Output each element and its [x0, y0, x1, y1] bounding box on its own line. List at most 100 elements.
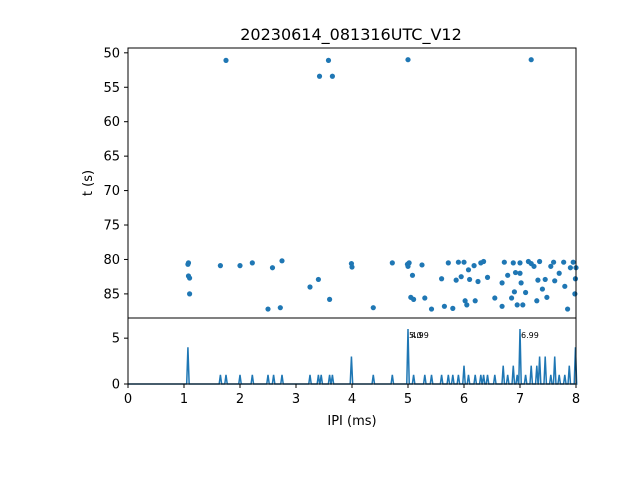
x-tick-label: 0	[124, 392, 132, 407]
x-ticks: 0 1 2 3 4 5 6 7 8	[124, 384, 580, 407]
peak-label: 4.99	[411, 331, 429, 340]
scatter-point	[461, 259, 467, 265]
scatter-point	[419, 262, 425, 268]
scatter-point	[481, 258, 487, 265]
scatter-point	[542, 276, 548, 283]
scatter-point	[570, 259, 576, 265]
scatter-point	[561, 259, 567, 265]
scatter-point	[458, 274, 464, 280]
peak-label: 6.99	[521, 331, 539, 340]
histogram-axes-frame	[127, 317, 577, 385]
bottom-y-ticks: 05	[112, 332, 128, 393]
scatter-point	[450, 305, 456, 311]
scatter-point	[237, 263, 243, 269]
x-tick-label: 1	[180, 392, 188, 407]
scatter-point	[499, 303, 505, 309]
scatter-point	[562, 283, 568, 289]
x-tick-label: 3	[292, 392, 300, 407]
scatter-point	[475, 278, 481, 285]
scatter-point	[518, 280, 524, 286]
scatter-point	[249, 260, 255, 266]
scatter-point	[439, 276, 445, 282]
scatter-point	[520, 302, 526, 308]
x-tick-label: 5	[404, 392, 412, 407]
scatter-point	[405, 57, 411, 63]
scatter-point	[511, 289, 517, 295]
y-tick-label: 0	[112, 378, 120, 393]
y-tick-label: 5	[112, 332, 120, 347]
y-tick-label: 65	[103, 150, 120, 165]
scatter-point	[370, 305, 376, 311]
scatter-point	[505, 272, 511, 278]
scatter-point	[441, 303, 447, 309]
scatter-points	[185, 57, 579, 312]
scatter-point	[269, 265, 276, 271]
scatter-point	[501, 259, 507, 265]
scatter-point	[187, 275, 193, 281]
y-tick-label: 75	[103, 219, 120, 234]
scatter-point	[534, 298, 540, 304]
scatter-point	[411, 296, 417, 302]
y-tick-label: 85	[103, 287, 120, 302]
scatter-point	[565, 306, 571, 312]
scatter-point	[279, 258, 285, 264]
scatter-point	[531, 263, 537, 269]
y-axis-label: t (s)	[81, 170, 96, 196]
scatter-point	[535, 277, 541, 283]
scatter-point	[325, 57, 332, 64]
scatter-point	[265, 306, 271, 312]
scatter-point	[572, 291, 578, 297]
scatter-point	[544, 294, 550, 300]
y-tick-label: 60	[103, 115, 120, 130]
scatter-point	[567, 265, 574, 271]
scatter-point	[329, 73, 335, 79]
scatter-point	[217, 263, 223, 269]
x-tick-label: 8	[572, 392, 580, 407]
scatter-point	[187, 291, 193, 297]
scatter-point	[455, 259, 461, 265]
scatter-point	[499, 280, 505, 286]
scatter-point	[327, 296, 333, 302]
top-y-ticks: 50 55 60 65 70 75 80 85	[103, 46, 128, 302]
scatter-point	[389, 260, 395, 266]
scatter-point	[517, 260, 523, 266]
scatter-point	[467, 276, 473, 283]
scatter-point	[349, 264, 355, 270]
scatter-point	[307, 284, 313, 290]
peak-annotations: 5.04.99 6.99	[409, 331, 539, 340]
scatter-point	[406, 260, 412, 266]
scatter-point	[462, 298, 468, 304]
scatter-point	[514, 302, 520, 308]
scatter-point	[484, 274, 491, 280]
scatter-point	[539, 286, 546, 292]
scatter-point	[551, 259, 557, 265]
scatter-point	[556, 270, 562, 276]
scatter-point	[552, 278, 558, 284]
scatter-point	[492, 295, 498, 301]
scatter-point	[548, 263, 554, 269]
scatter-point	[510, 260, 516, 266]
scatter-point	[512, 269, 519, 276]
peak-label: 5.0	[409, 331, 422, 340]
scatter-point	[453, 277, 459, 283]
scatter-point	[409, 272, 416, 278]
scatter-point	[445, 260, 451, 266]
scatter-point	[572, 276, 579, 282]
scatter-point	[277, 305, 283, 311]
scatter-point	[464, 302, 470, 308]
scatter-point	[428, 306, 435, 312]
scatter-point	[509, 295, 515, 301]
chart-title: 20230614_081316UTC_V12	[240, 25, 462, 45]
ipi-line	[128, 328, 578, 385]
x-tick-label: 4	[348, 392, 356, 407]
scatter-point	[315, 276, 321, 283]
y-tick-label: 50	[103, 46, 120, 61]
x-tick-label: 6	[460, 392, 468, 407]
x-tick-label: 7	[516, 392, 524, 407]
x-tick-label: 2	[236, 392, 244, 407]
scatter-point	[185, 261, 191, 267]
scatter-point	[523, 289, 529, 296]
